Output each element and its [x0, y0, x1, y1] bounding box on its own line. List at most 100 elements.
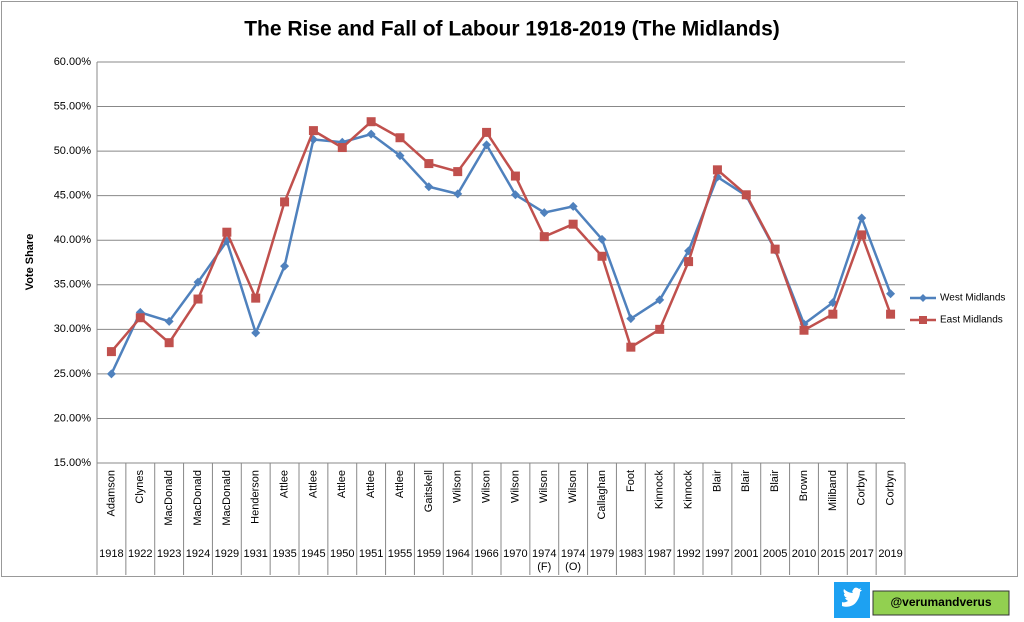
- x-tick-label-year-box: 1935: [272, 548, 297, 560]
- x-tick-label-leader: MacDonald: [221, 470, 233, 526]
- x-tick-label-year-box: 1964: [445, 548, 469, 560]
- x-tick-label-leader: Blair: [769, 470, 781, 492]
- x-tick-label: 2010: [791, 548, 817, 560]
- x-tick-label-leader: MacDonald: [192, 470, 204, 526]
- legend-label: East Midlands: [940, 315, 1003, 326]
- marker: [193, 294, 203, 304]
- x-tick-label-leader: Wilson: [509, 470, 521, 503]
- marker: [741, 190, 751, 200]
- x-tick-label-year-box: 2017: [849, 548, 873, 560]
- legend-marker: [919, 294, 927, 302]
- marker: [308, 126, 318, 136]
- x-tick-label-leader: Blair: [711, 470, 723, 492]
- x-tick-label: 1959: [416, 548, 442, 560]
- marker: [568, 219, 578, 229]
- x-tick-label: 1929: [214, 548, 240, 560]
- x-tick-label-leader: Blair: [740, 470, 752, 492]
- x-tick-label: 1931: [243, 548, 268, 560]
- x-tick-label-leader: Kinnock: [654, 470, 666, 510]
- marker: [395, 133, 405, 143]
- chart-border: [1, 1, 1018, 577]
- x-tick-label-leader: Callaghan: [596, 470, 608, 520]
- marker: [655, 324, 665, 334]
- series-line: [110, 120, 892, 353]
- marker: [280, 261, 290, 271]
- x-tick-label: 1955: [387, 548, 413, 560]
- x-tick-label-year-box: 1929: [214, 548, 240, 560]
- x-tick-label-year-box: 1966: [474, 548, 499, 560]
- marker: [597, 251, 607, 261]
- x-tick-label-leader: Clynes: [134, 470, 146, 504]
- x-tick-label-year-box: 1979: [589, 548, 615, 560]
- x-tick-label-year-box: 1970: [503, 548, 527, 560]
- y-tick-label: 20.00%: [54, 412, 92, 424]
- marker: [539, 208, 549, 218]
- x-tick-label-leader: Wilson: [480, 470, 492, 503]
- x-tick-label-year-box: 1959: [416, 548, 442, 560]
- y-tick-label: 55.00%: [54, 100, 92, 112]
- marker: [799, 325, 809, 335]
- marker: [106, 369, 116, 379]
- x-tick-label-leader: Corbyn: [856, 470, 868, 505]
- marker: [424, 182, 434, 192]
- x-tick-label: 1983: [618, 548, 644, 560]
- x-tick-label-leader: Foot: [625, 470, 637, 492]
- x-tick-label-year-box: 1974 (F): [532, 548, 556, 573]
- marker: [424, 159, 434, 169]
- x-tick-label-year-box: 1955: [387, 548, 413, 560]
- marker: [280, 197, 290, 207]
- x-tick-label-year-box: 1992: [676, 548, 700, 560]
- y-tick-label: 25.00%: [54, 368, 92, 380]
- marker: [770, 244, 780, 254]
- x-tick-label-year-box: 1931: [243, 548, 268, 560]
- marker: [222, 227, 232, 237]
- watermark: @verumandverus: [890, 595, 991, 609]
- y-tick-label: 60.00%: [54, 56, 92, 68]
- x-tick-label: 1924: [185, 548, 211, 560]
- x-tick-label: 1966: [474, 548, 499, 560]
- marker: [857, 213, 867, 223]
- y-tick-label: 15.00%: [54, 457, 92, 469]
- y-axis-label: Vote Share: [24, 234, 36, 291]
- marker: [251, 328, 261, 338]
- marker: [453, 189, 463, 199]
- x-tick-label-year-box: 1922: [128, 548, 152, 560]
- x-tick-label-leader: Kinnock: [682, 470, 694, 510]
- x-tick-label-year-box: 2005: [763, 548, 787, 560]
- x-tick-label-year-box: 2001: [734, 548, 759, 560]
- x-tick-label-year-box: 1951: [358, 548, 384, 560]
- y-tick-label: 30.00%: [54, 323, 92, 335]
- x-tick-label-leader: Wilson: [452, 470, 464, 503]
- x-tick-label-year-box: 1945: [301, 548, 326, 560]
- x-tick-label: 2019: [878, 548, 903, 560]
- x-tick-label-leader: Attlee: [336, 470, 348, 498]
- x-tick-label-year-box: 1923: [157, 548, 181, 560]
- x-tick-label: 1951: [358, 548, 384, 560]
- marker: [395, 151, 405, 161]
- marker: [597, 234, 607, 244]
- x-tick-label-year-box: 1918: [99, 548, 124, 560]
- marker: [135, 313, 145, 323]
- x-tick-label: 2015: [820, 548, 846, 560]
- x-tick-label-leader: Henderson: [250, 470, 262, 524]
- x-tick-label-leader: Wilson: [538, 470, 550, 503]
- marker: [366, 117, 376, 127]
- x-tick-label: 1935: [272, 548, 297, 560]
- x-tick-label: 1918: [99, 548, 124, 560]
- x-tick-label-year-box: 1924: [185, 548, 211, 560]
- x-tick-label-leader: Attlee: [307, 470, 319, 498]
- x-tick-label-leader: Attlee: [394, 470, 406, 498]
- marker: [193, 277, 203, 287]
- x-tick-label-leader: Attlee: [278, 470, 290, 498]
- marker: [828, 309, 838, 319]
- x-tick-label: 1979: [589, 548, 615, 560]
- x-tick-label: 1945: [301, 548, 326, 560]
- x-tick-label: 2001: [734, 548, 759, 560]
- marker: [655, 295, 665, 305]
- marker: [251, 293, 261, 303]
- chart-title: The Rise and Fall of Labour 1918-2019 (T…: [244, 18, 780, 41]
- marker: [539, 232, 549, 242]
- x-tick-label-year-box: 2019: [878, 548, 903, 560]
- x-tick-label-leader: Adamson: [105, 470, 117, 516]
